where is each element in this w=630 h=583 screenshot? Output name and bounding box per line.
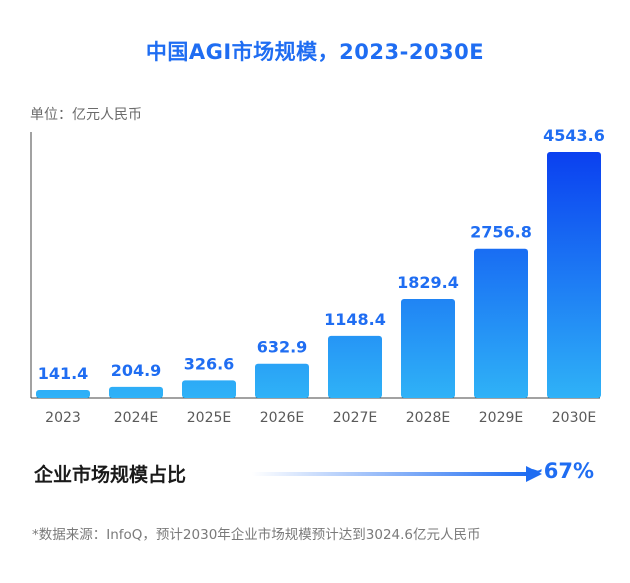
bar-2028E — [401, 298, 455, 398]
value-label-2023: 141.4 — [38, 364, 89, 383]
tick-label-2030E: 2030E — [552, 410, 596, 426]
enterprise-share-value: ~67% — [526, 459, 594, 483]
bar-2026E — [255, 363, 309, 398]
bar-2029E — [474, 248, 528, 398]
value-label-2025E: 326.6 — [184, 354, 235, 373]
tick-label-2026E: 2026E — [260, 410, 304, 426]
enterprise-share-row: 企业市场规模占比 ~67% — [30, 456, 602, 490]
bar-2030E — [547, 152, 601, 398]
bar-2024E — [109, 386, 163, 398]
enterprise-share-label: 企业市场规模占比 — [34, 464, 187, 486]
value-label-2028E: 1829.4 — [397, 273, 459, 292]
value-label-2026E: 632.9 — [257, 338, 308, 357]
tick-label-2024E: 2024E — [114, 410, 158, 426]
value-label-2029E: 2756.8 — [470, 223, 532, 242]
tick-label-2027E: 2027E — [333, 410, 377, 426]
arrow-right-icon — [252, 466, 542, 482]
chart-title: 中国AGI市场规模，2023-2030E — [145, 40, 485, 64]
unit-label: 单位：亿元人民币 — [30, 107, 142, 123]
value-label-2024E: 204.9 — [111, 361, 162, 380]
value-label-2030E: 4543.6 — [543, 126, 605, 145]
tick-label-2029E: 2029E — [479, 410, 523, 426]
bar-2025E — [182, 380, 236, 398]
bar-2027E — [328, 335, 382, 398]
bar-chart: 141.4 204.9 326.6 632.9 1148.4 1829.4 2756.8 45… — [30, 126, 605, 426]
tick-label-2023: 2023 — [45, 410, 81, 426]
tick-label-2028E: 2028E — [406, 410, 450, 426]
source-note: *数据来源：InfoQ，预计2030年企业市场规模预计达到3024.6亿元人民币 — [32, 527, 481, 543]
tick-label-2025E: 2025E — [187, 410, 231, 426]
bar-2023 — [36, 390, 90, 398]
value-label-2027E: 1148.4 — [324, 310, 386, 329]
